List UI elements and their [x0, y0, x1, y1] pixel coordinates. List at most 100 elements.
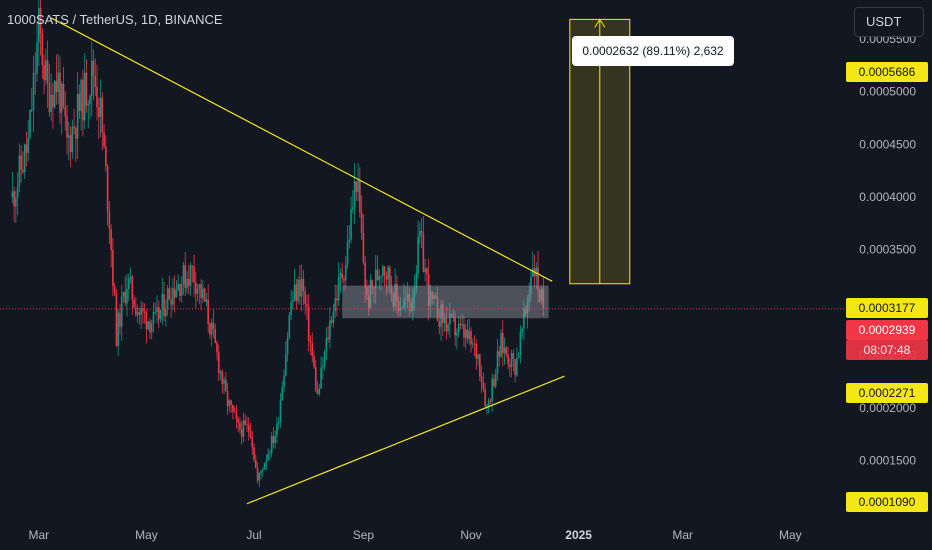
candle [191, 265, 194, 283]
candle-body [380, 276, 382, 278]
candle-body [473, 343, 476, 345]
candle-body [521, 328, 523, 333]
candle-body [18, 155, 21, 186]
candle-body [196, 288, 199, 294]
candle [394, 268, 396, 311]
candle-body [258, 472, 261, 481]
candle-body [247, 424, 250, 432]
candle-body [113, 286, 116, 294]
candle-body [374, 269, 377, 289]
price-tick-label: 0.0002000 [859, 401, 916, 415]
candle-body [493, 378, 495, 387]
candle-body [186, 278, 188, 289]
candle [380, 275, 382, 291]
candle [531, 251, 534, 277]
candle-body [366, 287, 368, 296]
time-tick-label: Mar [28, 528, 49, 542]
candle [373, 286, 375, 304]
candle [253, 443, 255, 463]
candle-body [97, 107, 100, 117]
currency-button[interactable]: USDT [854, 7, 924, 37]
time-tick-label: May [135, 528, 158, 542]
candle-body [352, 207, 354, 210]
candle [262, 466, 264, 477]
candle-body [477, 354, 479, 359]
candle-body [353, 181, 356, 208]
candle [346, 225, 349, 269]
candle [300, 264, 303, 312]
candle-body [440, 304, 442, 327]
candle-body [452, 315, 455, 318]
candle-body [260, 470, 262, 473]
candle [348, 225, 351, 249]
candle-body [142, 308, 144, 312]
candle [232, 404, 234, 420]
candle [537, 250, 539, 303]
candle [459, 315, 462, 330]
candle-body [327, 337, 329, 340]
candle [233, 406, 236, 413]
candle [39, 0, 42, 56]
candle [371, 279, 374, 295]
drawings-layer[interactable] [0, 17, 845, 505]
candle [299, 265, 301, 305]
candle [284, 341, 287, 377]
candle [457, 316, 460, 338]
symbol-title[interactable]: 1000SATS / TetherUS, 1D, BINANCE [7, 12, 223, 27]
candle [242, 412, 245, 443]
candle [486, 403, 488, 415]
candle [484, 383, 486, 408]
candle-body [159, 309, 162, 320]
candle [470, 327, 472, 353]
candle [283, 369, 285, 393]
candle-body [479, 354, 481, 377]
candle-body [232, 404, 234, 412]
candle [378, 269, 381, 290]
candle [166, 285, 169, 316]
candle [18, 143, 21, 193]
candle-body [52, 94, 54, 108]
candle [390, 275, 393, 302]
candle-body [449, 313, 451, 325]
time-axis[interactable]: Mar May Jul Sep Nov 2025 Mar May [28, 528, 801, 542]
time-tick-label: Sep [353, 528, 375, 542]
candle-body [322, 365, 324, 368]
candle-body [251, 436, 254, 448]
candle [52, 82, 54, 129]
candle-body [23, 144, 26, 172]
candle [94, 58, 97, 96]
candle [119, 303, 121, 336]
candle-body [376, 269, 379, 281]
candle [87, 99, 90, 129]
candle-body [482, 383, 485, 390]
candle [509, 358, 511, 377]
candle-body [150, 323, 153, 333]
candle [501, 320, 504, 367]
candle-body [170, 299, 172, 305]
candle [150, 319, 153, 340]
candle-body [320, 367, 322, 389]
candle [507, 346, 509, 370]
candle [13, 186, 15, 223]
candle-body [85, 72, 88, 106]
candle-body [309, 341, 312, 344]
candle [461, 313, 463, 330]
candle [438, 308, 441, 335]
candle-body [152, 311, 155, 324]
candle-body [299, 279, 301, 297]
time-tick-label: May [779, 528, 802, 542]
candle [539, 288, 541, 303]
candle-body [106, 165, 109, 212]
candle-body [203, 288, 206, 302]
candle [424, 258, 426, 282]
candle-body [200, 284, 202, 299]
candle-body [355, 181, 358, 193]
candle-body [325, 337, 328, 352]
candle [177, 274, 179, 291]
candle [419, 222, 421, 244]
candle-body [330, 320, 333, 323]
candle [66, 105, 68, 155]
candle [410, 298, 412, 313]
candle-body [364, 262, 366, 288]
